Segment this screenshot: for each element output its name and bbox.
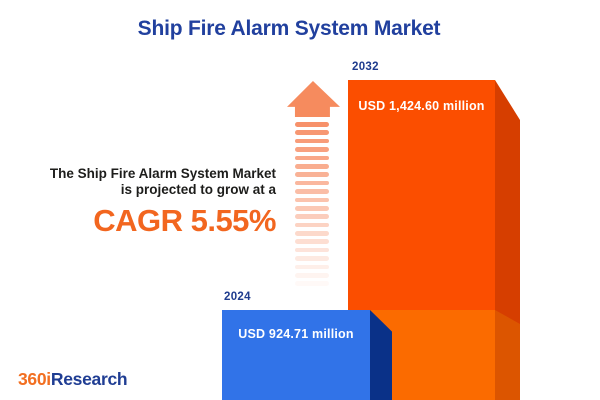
arrow-stripe (295, 197, 329, 203)
arrow-stripe (295, 256, 329, 261)
arrow-stripe (295, 264, 329, 270)
logo: 360iResearch (18, 369, 128, 390)
up-arrow-icon (287, 81, 340, 117)
arrow-stripe (295, 281, 329, 287)
annotation-line-2: is projected to grow at a (120, 181, 276, 197)
arrow-stripe (295, 189, 329, 194)
arrow-stripe (295, 239, 329, 245)
arrow-stripes (295, 122, 329, 294)
arrow-stripe (295, 247, 329, 253)
bar-2032-side-lower (495, 310, 520, 400)
arrow-stripe (295, 214, 329, 219)
arrow-stripe (295, 155, 329, 161)
annotation-block: The Ship Fire Alarm System Market is pro… (49, 166, 277, 239)
arrow-stripe (295, 231, 329, 236)
bar-year-label-2032: 2032 (352, 61, 379, 73)
annotation-line-1: The Ship Fire Alarm System Market (49, 166, 276, 181)
logo-research: Research (50, 369, 128, 389)
bar-2032-face-upper (348, 80, 495, 310)
arrow-stripe (295, 273, 329, 278)
logo-360i: 360i (18, 369, 51, 389)
arrow-stripe (295, 205, 329, 211)
arrow-stripe (295, 180, 329, 186)
bar-2024-face (222, 310, 370, 400)
arrow-stripe (295, 172, 329, 177)
arrow-stripe (295, 122, 329, 127)
arrow-stripe (295, 138, 329, 144)
page-title: Ship Fire Alarm System Market (137, 17, 441, 40)
arrow-stripe (295, 147, 329, 152)
arrow-stripe (295, 222, 329, 228)
bar-2024-side (370, 310, 392, 400)
cagr-text: CAGR 5.55% (93, 203, 276, 238)
bar-year-label-2024: 2024 (224, 291, 251, 303)
arrow-stripe (295, 163, 329, 169)
arrow-stripe (295, 130, 329, 135)
bar-value-label-2024: USD 924.71 million (238, 327, 354, 341)
bar-value-label-2032: USD 1,424.60 million (358, 99, 485, 113)
